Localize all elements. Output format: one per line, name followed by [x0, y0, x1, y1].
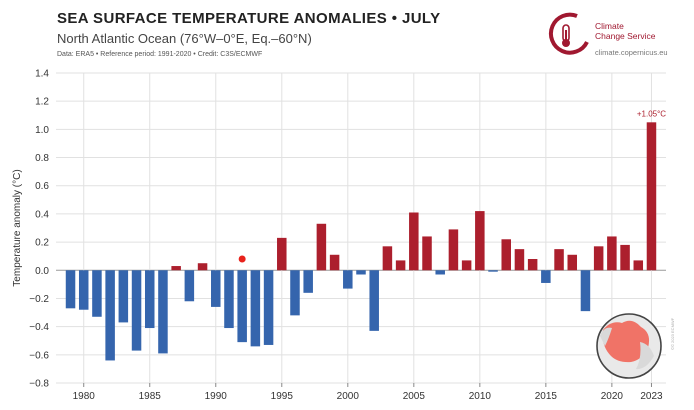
y-tick-label: 0.4: [35, 209, 49, 220]
x-tick-label: 1995: [271, 391, 294, 402]
bar-2016: [554, 249, 564, 271]
bar-1994: [263, 270, 274, 345]
bar-2006: [422, 236, 432, 271]
axes: −0.8 −0.6 −0.4 −0.2 0.0 0.2 0.4 0.6 0.8 1.0 1.2 1.4…: [29, 69, 663, 403]
chart-marks: +1.05°C: [238, 109, 666, 263]
bar-2003: [382, 246, 393, 271]
grid-lines: [56, 72, 666, 384]
bar-2005: [409, 212, 419, 271]
bar-1980: [78, 270, 89, 310]
x-tick-label: 2005: [403, 391, 426, 402]
x-tick-label: 1990: [205, 391, 228, 402]
bar-2009: [461, 260, 472, 271]
logo-line-2: Change Service: [595, 31, 656, 41]
bar-2011: [488, 270, 498, 272]
chart-metadata: Data: ERA5 • Reference period: 1991-2020…: [57, 51, 263, 58]
bar-1988: [184, 270, 195, 302]
thermometer-circle-icon: [549, 12, 589, 55]
chart-subtitle: North Atlantic Ocean (76°W–0°E, Eq.–60°N…: [57, 31, 312, 46]
bar-1989: [197, 263, 208, 271]
bars: [65, 122, 657, 361]
bar-1990: [211, 270, 221, 307]
x-tick-label: 2020: [601, 391, 624, 402]
bar-2008: [448, 229, 459, 271]
bar-2017: [567, 254, 578, 271]
bar-2007: [435, 270, 445, 275]
copernicus-logo[interactable]: Climate Change Service climate.copernicu…: [547, 12, 687, 60]
bar-1995: [277, 237, 287, 271]
bar-1984: [131, 270, 142, 351]
y-tick-label: 1.0: [35, 125, 49, 136]
y-tick-label: −0.4: [29, 322, 49, 333]
bar-2015: [541, 270, 551, 283]
y-tick-label: 1.4: [35, 69, 49, 80]
y-tick-label: −0.8: [29, 379, 49, 390]
logo-text: Climate Change Service: [595, 21, 655, 41]
chart-header: SEA SURFACE TEMPERATURE ANOMALIES • JULY…: [57, 10, 441, 58]
marker-dot: [238, 255, 246, 263]
bar-2018: [580, 270, 591, 312]
bar-1985: [144, 270, 155, 329]
bar-2010: [475, 211, 485, 271]
y-tick-label: 0.0: [35, 266, 49, 277]
bar-1997: [303, 270, 313, 293]
x-tick-label: 2010: [469, 391, 492, 402]
side-credit: ©© 2023 ECMWF: [670, 317, 675, 350]
bar-1983: [118, 270, 129, 323]
y-tick-label: 0.6: [35, 181, 49, 192]
bar-1999: [329, 254, 340, 271]
north-atlantic-region: [602, 320, 650, 363]
bar-1998: [316, 223, 327, 271]
bar-1987: [171, 266, 181, 271]
y-axis-label: Temperature anomaly (°C): [12, 169, 23, 286]
bar-1996: [290, 270, 300, 316]
bar-1991: [224, 270, 234, 329]
y-tick-label: 1.2: [35, 97, 49, 108]
value-annotation: +1.05°C: [637, 109, 666, 118]
x-tick-label: 2023: [640, 391, 663, 402]
bar-2022: [633, 260, 644, 271]
y-tick-label: 0.8: [35, 153, 49, 164]
bar-1979: [65, 270, 76, 309]
bar-2021: [620, 244, 630, 271]
y-tick-label: −0.6: [29, 350, 49, 361]
bar-2001: [356, 270, 366, 275]
bar-1992: [237, 270, 247, 343]
bar-2004: [395, 260, 406, 271]
globe-inset: [596, 313, 662, 379]
bar-2019: [593, 246, 604, 271]
logo-url: climate.copernicus.eu: [595, 48, 668, 57]
y-tick-label: −0.2: [29, 294, 49, 305]
bar-2020: [607, 236, 617, 271]
bar-1982: [105, 270, 115, 361]
bar-2012: [501, 239, 511, 271]
logo-line-1: Climate: [595, 21, 624, 31]
x-tick-label: 2000: [337, 391, 360, 402]
bar-2002: [369, 270, 379, 331]
x-tick-label: 2015: [535, 391, 558, 402]
bar-1981: [92, 270, 102, 317]
bar-1993: [250, 270, 261, 347]
bar-2013: [514, 249, 525, 271]
bar-2014: [527, 259, 538, 271]
bar-2023: [646, 122, 657, 271]
bar-1986: [158, 270, 168, 354]
x-tick-label: 1980: [73, 391, 96, 402]
x-tick-label: 1985: [139, 391, 162, 402]
bar-2000: [343, 270, 353, 289]
land-mass: [600, 327, 654, 370]
chart-title: SEA SURFACE TEMPERATURE ANOMALIES • JULY: [57, 10, 441, 27]
y-tick-label: 0.2: [35, 238, 49, 249]
